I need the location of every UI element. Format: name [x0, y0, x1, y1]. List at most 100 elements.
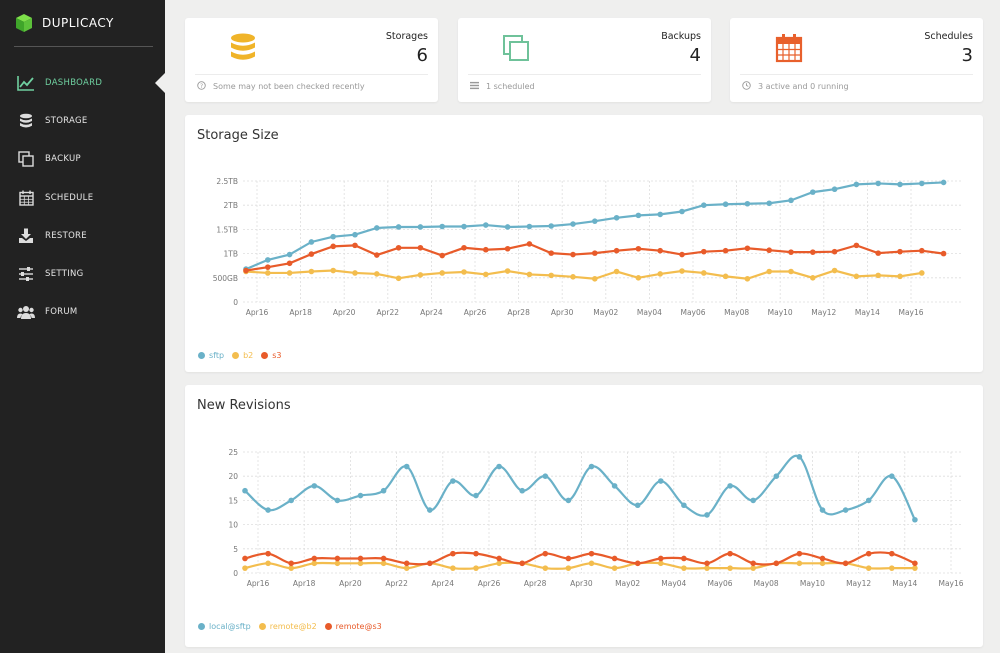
data-point-s3: [744, 245, 751, 252]
data-point-remote@s3: [889, 550, 895, 557]
sidebar-item-restore[interactable]: RESTORE: [0, 217, 165, 255]
data-point-b2: [417, 272, 424, 278]
data-point-b2: [831, 267, 838, 274]
data-point-remote@b2: [311, 560, 318, 567]
sidebar-item-forum[interactable]: FORUM: [0, 293, 165, 331]
data-point-s3: [657, 247, 663, 254]
data-point-sftp: [635, 212, 642, 219]
svg-text:?: ?: [200, 84, 203, 90]
data-point-remote@s3: [727, 550, 733, 557]
data-point-sftp: [613, 214, 620, 221]
sidebar-item-backup[interactable]: BACKUP: [0, 140, 165, 178]
sidebar-item-setting[interactable]: SETTING: [0, 255, 165, 293]
x-tick-label: May14: [855, 308, 880, 317]
legend-item-sftp[interactable]: sftp: [198, 351, 224, 360]
data-point-remote@s3: [565, 555, 572, 562]
legend-item-s3[interactable]: s3: [261, 351, 282, 360]
x-tick-label: Apr18: [293, 579, 316, 588]
data-point-b2: [635, 275, 642, 281]
y-tick-label: 25: [228, 448, 238, 457]
new-revisions-panel: New Revisions 0 5 10 15 20 25 Apr16 Apr18 Apr20 A…: [185, 385, 983, 647]
legend-item-local@sftp[interactable]: local@sftp: [198, 622, 251, 631]
data-point-s3: [461, 244, 467, 251]
data-point-local@sftp: [865, 497, 872, 504]
series-line-b2: [245, 269, 922, 280]
card-divider: [740, 74, 973, 75]
storages-card[interactable]: Storages 6 ? Some may not been checked r…: [185, 18, 438, 102]
y-tick-label: 10: [228, 521, 238, 530]
data-point-remote@s3: [611, 555, 618, 562]
sidebar-item-dashboard[interactable]: DASHBOARD: [0, 64, 165, 102]
data-point-remote@s3: [658, 555, 664, 562]
data-point-s3: [701, 248, 707, 255]
schedules-card[interactable]: Schedules 3 3 active and 0 running: [730, 18, 983, 102]
legend-label: sftp: [209, 351, 225, 360]
data-point-s3: [243, 267, 249, 274]
data-point-s3: [613, 247, 620, 254]
sidebar-item-label: SETTING: [45, 269, 84, 280]
card-divider: [468, 74, 701, 75]
data-point-local@sftp: [634, 502, 641, 509]
data-point-b2: [875, 272, 881, 279]
data-point-b2: [613, 268, 620, 275]
legend-item-remote@b2[interactable]: remote@b2: [258, 622, 317, 631]
data-point-remote@s3: [288, 560, 294, 567]
x-tick-label: Apr28: [507, 308, 530, 317]
data-point-s3: [526, 241, 533, 247]
storage-size-chart: 0 500GB 1TB 1.5TB 2TB 2.5TB Apr16 Apr18 Apr20 Apr…: [213, 177, 963, 317]
data-point-sftp: [766, 200, 772, 207]
data-point-local@sftp: [403, 463, 410, 470]
backups-title: Backups: [661, 31, 701, 42]
data-point-b2: [395, 275, 402, 282]
x-tick-label: May06: [707, 579, 732, 588]
sidebar-item-schedule[interactable]: SCHEDULE: [0, 179, 165, 217]
x-tick-label: Apr24: [432, 579, 455, 588]
y-tick-label: 1.5TB: [216, 225, 238, 234]
database-icon: [17, 112, 35, 130]
x-tick-label: May08: [754, 579, 779, 588]
backups-count: 4: [689, 45, 701, 66]
x-tick-label: May10: [768, 308, 793, 317]
legend-item-remote@s3[interactable]: remote@s3: [324, 622, 382, 631]
data-point-local@sftp: [658, 478, 664, 484]
brand[interactable]: DUPLICACY: [14, 12, 114, 34]
data-point-s3: [330, 243, 336, 250]
data-point-s3: [395, 244, 402, 251]
sliders-icon: [17, 265, 35, 283]
data-point-remote@s3: [681, 555, 687, 562]
data-point-b2: [483, 271, 489, 278]
data-point-sftp: [788, 197, 794, 204]
x-tick-label: Apr22: [377, 308, 400, 317]
data-point-remote@b2: [265, 560, 271, 567]
x-tick-label: May08: [724, 308, 749, 317]
sidebar-item-storage[interactable]: STORAGE: [0, 102, 165, 140]
storage-size-title: Storage Size: [197, 128, 279, 143]
x-tick-label: Apr20: [333, 308, 356, 317]
data-point-s3: [308, 251, 315, 257]
data-point-sftp: [897, 181, 903, 188]
data-point-local@sftp: [427, 507, 433, 513]
data-point-b2: [265, 270, 271, 276]
sidebar-item-label: STORAGE: [45, 116, 88, 127]
data-point-remote@b2: [450, 565, 456, 571]
data-point-s3: [679, 251, 685, 258]
data-point-sftp: [853, 181, 860, 188]
data-point-remote@b2: [611, 565, 618, 571]
data-point-b2: [897, 273, 903, 280]
data-point-b2: [286, 270, 293, 276]
x-tick-label: May12: [811, 308, 836, 317]
sidebar: DUPLICACY DASHBOARD STORAGE BACKUP: [0, 0, 165, 653]
data-point-s3: [831, 248, 838, 255]
data-point-remote@s3: [473, 550, 479, 557]
data-point-remote@b2: [750, 565, 756, 571]
y-tick-label: 2.5TB: [216, 177, 238, 186]
legend-dot: [198, 352, 205, 359]
data-point-remote@b2: [588, 560, 595, 567]
backups-card[interactable]: Backups 4 1 scheduled: [458, 18, 711, 102]
data-point-b2: [788, 268, 794, 275]
data-point-sftp: [526, 223, 533, 230]
legend-item-b2[interactable]: b2: [232, 351, 253, 360]
legend-dot: [232, 352, 240, 359]
data-point-local@sftp: [334, 497, 341, 504]
data-point-local@sftp: [311, 483, 318, 489]
